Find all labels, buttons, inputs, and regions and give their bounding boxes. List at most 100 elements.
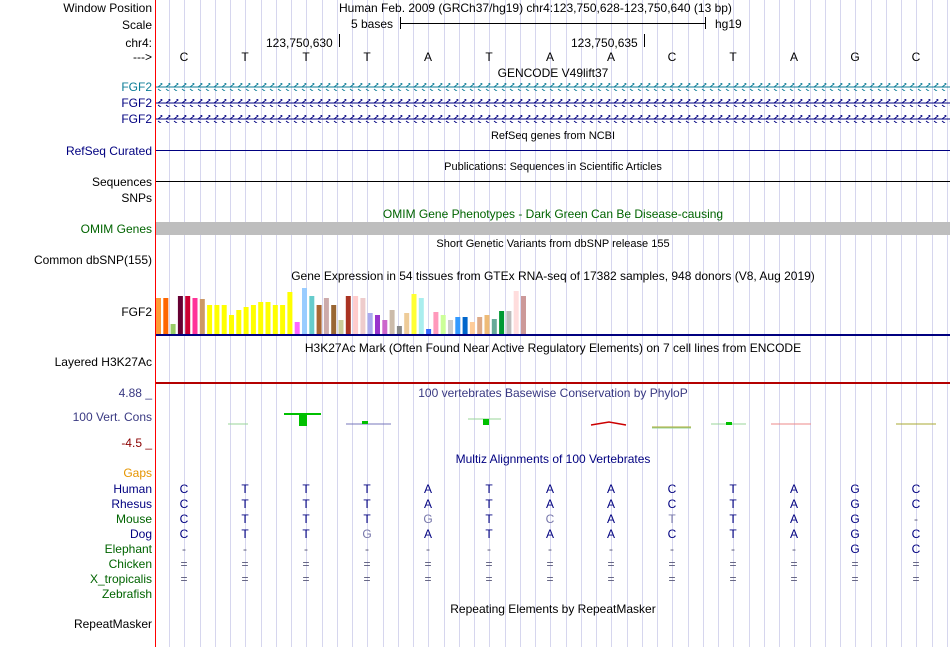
snps-label[interactable]: SNPs — [121, 191, 152, 205]
gtex-tissue-bar[interactable] — [448, 320, 453, 334]
gtex-tissue-bar[interactable] — [484, 315, 490, 334]
gtex-tissue-bar[interactable] — [353, 296, 359, 334]
gtex-tissue-bar[interactable] — [506, 311, 512, 334]
species-label[interactable]: Zebrafish — [101, 587, 152, 601]
gtex-tissue-bar[interactable] — [433, 312, 439, 334]
gtex-tissue-bar[interactable] — [345, 296, 351, 334]
alignment-base: - — [426, 542, 430, 556]
gtex-tissue-bar[interactable] — [302, 288, 307, 334]
gtex-tissue-bar[interactable] — [294, 322, 300, 334]
gtex-tissue-bar[interactable] — [440, 315, 446, 334]
gtex-tissue-bar[interactable] — [455, 317, 461, 334]
gtex-tissue-bar[interactable] — [229, 315, 234, 334]
gtex-tissue-bar[interactable] — [272, 305, 278, 334]
grid-line — [428, 0, 429, 647]
gtex-tissue-bar[interactable] — [207, 305, 213, 334]
gtex-tissue-bar[interactable] — [477, 317, 483, 334]
gtex-tissue-bar[interactable] — [192, 298, 198, 334]
phylop-title[interactable]: 100 vertebrates Basewise Conservation by… — [418, 386, 688, 400]
gaps-label[interactable]: Gaps — [123, 466, 152, 480]
sequences-label[interactable]: Sequences — [91, 175, 152, 189]
species-label[interactable]: Elephant — [104, 542, 152, 556]
refseq-gene-line[interactable] — [156, 150, 950, 151]
gtex-tissue-bar[interactable] — [367, 313, 373, 334]
gtex-tissue-bar[interactable] — [469, 322, 475, 334]
publications-line[interactable] — [156, 181, 950, 182]
species-label[interactable]: X_tropicalis — [89, 572, 152, 586]
alignment-base: = — [912, 557, 920, 571]
gtex-tissue-bar[interactable] — [243, 307, 249, 334]
gencode-gene-3[interactable]: FGF2 — [121, 112, 152, 126]
alignment-base: = — [485, 572, 493, 586]
species-label[interactable]: Dog — [129, 527, 152, 541]
gtex-tissue-bar[interactable] — [258, 302, 264, 334]
alignment-base: - — [548, 542, 552, 556]
gtex-tissue-bar[interactable] — [331, 305, 337, 334]
gtex-tissue-bar[interactable] — [513, 291, 519, 334]
gtex-bar-chart[interactable] — [156, 284, 536, 334]
repeatmasker-label[interactable]: RepeatMasker — [73, 617, 152, 631]
gtex-tissue-bar[interactable] — [221, 305, 227, 334]
gtex-tissue-bar[interactable] — [214, 305, 220, 334]
gtex-tissue-bar[interactable] — [462, 317, 468, 334]
gtex-tissue-bar[interactable] — [396, 326, 402, 334]
gtex-tissue-bar[interactable] — [309, 296, 315, 334]
gtex-tissue-bar[interactable] — [177, 296, 183, 334]
multiz-title[interactable]: Multiz Alignments of 100 Vertebrates — [455, 452, 651, 466]
gtex-tissue-bar[interactable] — [411, 294, 417, 334]
gencode-gene-1[interactable]: FGF2 — [121, 80, 152, 94]
gtex-tissue-bar[interactable] — [491, 319, 497, 334]
gtex-tissue-bar[interactable] — [418, 298, 424, 334]
species-label[interactable]: Mouse — [115, 512, 152, 526]
gtex-tissue-bar[interactable] — [250, 305, 256, 334]
gencode-transcripts[interactable] — [156, 80, 950, 126]
gtex-tissue-bar[interactable] — [185, 296, 191, 334]
gtex-tissue-bar[interactable] — [265, 302, 271, 334]
repeatmasker-title[interactable]: Repeating Elements by RepeatMasker — [450, 602, 656, 616]
gtex-tissue-bar[interactable] — [199, 299, 205, 334]
sequence-base: A — [423, 50, 432, 64]
gtex-label[interactable]: FGF2 — [121, 305, 152, 319]
alignment-base: A — [606, 512, 615, 526]
window-position-value[interactable]: Human Feb. 2009 (GRCh37/hg19) chr4:123,7… — [339, 1, 732, 15]
species-label[interactable]: Rhesus — [111, 497, 152, 511]
dbsnp-title[interactable]: Short Genetic Variants from dbSNP releas… — [436, 238, 670, 250]
omim-gene-bar[interactable] — [156, 222, 950, 235]
dbsnp-label[interactable]: Common dbSNP(155) — [33, 253, 152, 267]
gtex-tissue-bar[interactable] — [280, 305, 286, 334]
gtex-tissue-bar[interactable] — [316, 305, 322, 334]
gencode-title[interactable]: GENCODE V49lift37 — [497, 66, 609, 80]
gtex-tissue-bar[interactable] — [360, 298, 366, 334]
phylop-label[interactable]: 100 Vert. Cons — [72, 410, 152, 424]
gtex-tissue-bar[interactable] — [426, 329, 432, 334]
gtex-tissue-bar[interactable] — [170, 324, 176, 334]
omim-label[interactable]: OMIM Genes — [80, 222, 152, 236]
h3k27ac-signal-line[interactable] — [156, 382, 950, 384]
gtex-tissue-bar[interactable] — [163, 298, 169, 334]
gtex-tissue-bar[interactable] — [499, 311, 505, 334]
species-label[interactable]: Human — [113, 482, 152, 496]
gtex-tissue-bar[interactable] — [389, 310, 395, 334]
gtex-title[interactable]: Gene Expression in 54 tissues from GTEx … — [291, 269, 815, 283]
refseq-title[interactable]: RefSeq genes from NCBI — [490, 130, 616, 142]
grid-line — [886, 0, 887, 647]
gtex-tissue-bar[interactable] — [323, 298, 329, 334]
gtex-tissue-bar[interactable] — [287, 292, 293, 334]
phylop-max: 4.88 _ — [118, 386, 152, 400]
alignment-base: = — [668, 557, 676, 571]
h3k27ac-label[interactable]: Layered H3K27Ac — [54, 355, 152, 369]
species-label[interactable]: Chicken — [108, 557, 152, 571]
gencode-gene-2[interactable]: FGF2 — [121, 96, 152, 110]
gtex-tissue-bar[interactable] — [382, 320, 388, 334]
gtex-tissue-bar[interactable] — [156, 298, 161, 334]
gtex-tissue-bar[interactable] — [521, 296, 526, 334]
publications-title[interactable]: Publications: Sequences in Scientific Ar… — [444, 161, 662, 173]
gtex-tissue-bar[interactable] — [375, 315, 380, 334]
gtex-tissue-bar[interactable] — [338, 320, 344, 334]
h3k27ac-title[interactable]: H3K27Ac Mark (Often Found Near Active Re… — [304, 341, 802, 355]
gtex-tissue-bar[interactable] — [236, 310, 242, 334]
gtex-tissue-bar[interactable] — [404, 313, 410, 334]
omim-title[interactable]: OMIM Gene Phenotypes - Dark Green Can Be… — [382, 207, 724, 221]
refseq-label[interactable]: RefSeq Curated — [65, 144, 152, 158]
phylop-signal[interactable] — [156, 406, 950, 434]
